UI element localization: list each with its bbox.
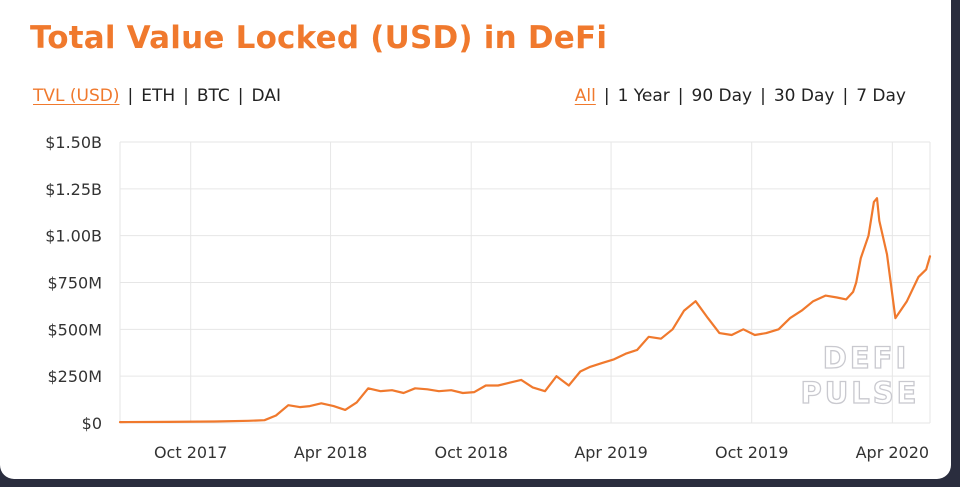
tab-dai[interactable]: DAI [251,86,281,106]
tab-range-all[interactable]: All [574,86,596,106]
x-tick-label: Apr 2020 [856,443,929,462]
y-tick-label: $1.00B [45,227,102,246]
grid-lines [119,141,931,424]
tvl-line-chart: DEFI PULSE $0 $250M $500M $750M $1.00B $1.25B… [45,133,932,462]
tab-range-1-year[interactable]: 1 Year [617,86,670,106]
y-tick-label: $0 [82,414,102,433]
x-tick-label: Oct 2019 [715,443,788,462]
tab-btc[interactable]: BTC [196,86,230,106]
tab-range-7-day[interactable]: 7 Day [856,86,906,106]
tab-separator: | [603,86,610,106]
tab-range-90-day[interactable]: 90 Day [691,86,753,106]
y-tick-label: $1.50B [45,133,102,152]
tab-separator: | [842,86,849,106]
tab-separator: | [677,86,684,106]
series-line-tvl [118,197,932,424]
y-tick-label: $750M [47,274,102,293]
tab-range-30-day[interactable]: 30 Day [773,86,835,106]
tab-eth[interactable]: ETH [141,86,176,106]
range-tabs: All | 1 Year | 90 Day | 30 Day | 7 Day [575,86,906,106]
tab-separator: | [127,86,134,106]
tab-tvl-usd[interactable]: TVL (USD) [33,86,120,106]
logo-text-pulse: PULSE [801,376,920,410]
axes: $0 $250M $500M $750M $1.00B $1.25B $1.50B Oct 2… [45,133,929,462]
y-tick-label: $250M [47,367,102,386]
tab-separator: | [183,86,189,106]
series-layer [118,197,932,424]
x-tick-label: Apr 2018 [294,443,367,462]
page-title: Total Value Locked (USD) in DeFi [30,20,608,56]
metric-tabs: TVL (USD) | ETH | BTC | DAI [33,86,281,106]
tab-separator: | [760,86,766,106]
y-tick-label: $1.25B [45,180,102,199]
defi-pulse-logo: DEFI PULSE [800,340,920,410]
x-tick-label: Apr 2019 [574,443,647,462]
y-tick-label: $500M [47,320,102,339]
x-tick-label: Oct 2018 [434,443,507,462]
tab-separator: | [237,86,244,106]
chart-card: Total Value Locked (USD) in DeFi TVL (US… [0,0,951,479]
logo-text-defi: DEFI [823,341,909,375]
x-tick-label: Oct 2017 [154,443,227,462]
